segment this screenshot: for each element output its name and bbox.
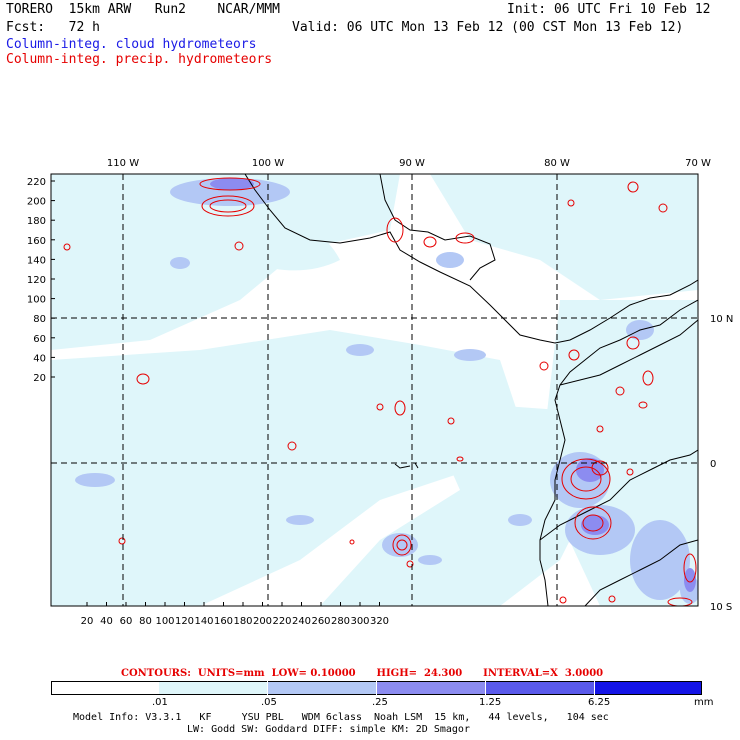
field-precip-label: Column-integ. precip. hydrometeors: [6, 52, 273, 67]
field-cloud-label: Column-integ. cloud hydrometeors: [6, 37, 257, 52]
init-time: Init: 06 UTC Fri 10 Feb 12: [507, 2, 711, 17]
forecast-hour: Fcst: 72 h: [6, 20, 100, 35]
x-tick-label: 320: [370, 616, 389, 627]
x-tick-label: 180: [233, 616, 252, 627]
x-tick-label: 220: [272, 616, 291, 627]
y-tick-label: 180: [27, 216, 46, 227]
map-area: [51, 174, 698, 606]
y-tick-label: 80: [33, 314, 46, 325]
y-tick-label: 220: [27, 177, 46, 188]
right-latitude-labels: 10 N 0 10 S: [710, 314, 733, 613]
colorbar-segment: [377, 681, 485, 695]
longitude-label: 70 W: [685, 158, 711, 169]
colorbar-segment: [486, 681, 594, 695]
colorbar-level: .01: [152, 697, 168, 708]
latitude-label: 0: [710, 459, 716, 470]
x-tick-label: 200: [253, 616, 272, 627]
x-axis-ticks: 20 40 60 80 100 120 140 160 180 200 220 240 260 280 30…: [81, 602, 389, 627]
x-tick-label: 260: [311, 616, 330, 627]
x-tick-label: 300: [350, 616, 369, 627]
x-tick-label: 160: [214, 616, 233, 627]
x-tick-label: 20: [81, 616, 94, 627]
longitude-label: 90 W: [399, 158, 425, 169]
colorbar-segment: [159, 681, 267, 695]
cloud-dark-field: [210, 178, 696, 592]
y-tick-label: 100: [27, 295, 46, 306]
y-tick-label: 200: [27, 197, 46, 208]
colorbar-unit: mm: [694, 697, 714, 708]
x-tick-label: 120: [175, 616, 194, 627]
longitude-label: 100 W: [252, 158, 284, 169]
model-info: Model Info: V3.3.1 KF YSU PBL WDM 6class…: [73, 712, 609, 723]
x-tick-label: 240: [292, 616, 311, 627]
y-tick-label: 160: [27, 236, 46, 247]
lat-lon-grid: [51, 174, 698, 606]
map-frame: [50, 173, 699, 607]
y-tick-label: 40: [33, 353, 46, 364]
colorbar-segment: [595, 681, 702, 695]
model-title: TORERO 15km ARW Run2 NCAR/MMM: [6, 2, 280, 17]
colorbar-level: 6.25: [588, 697, 611, 708]
colorbar-level: 1.25: [479, 697, 502, 708]
longitude-label: 110 W: [107, 158, 139, 169]
x-tick-label: 60: [120, 616, 133, 627]
y-tick-label: 60: [33, 334, 46, 345]
longitude-label: 80 W: [544, 158, 570, 169]
colorbar: [51, 681, 702, 695]
colorbar-level: .05: [261, 697, 277, 708]
colorbar-segment: [51, 681, 159, 695]
y-axis-ticks: 220 200 180 160 140 120 100 80 60 40 20: [27, 177, 55, 384]
x-tick-label: 40: [100, 616, 113, 627]
x-tick-label: 280: [331, 616, 350, 627]
x-tick-label: 140: [194, 616, 213, 627]
y-tick-label: 20: [33, 373, 46, 384]
latitude-label: 10 N: [710, 314, 733, 325]
colorbar-level: .25: [372, 697, 388, 708]
colorbar-segment: [268, 681, 376, 695]
x-tick-label: 80: [139, 616, 152, 627]
contour-info: CONTOURS: UNITS=mm LOW= 0.10000 HIGH= 24…: [121, 668, 604, 679]
coastlines: [244, 174, 698, 606]
y-tick-label: 120: [27, 275, 46, 286]
y-tick-label: 140: [27, 255, 46, 266]
latitude-label: 10 S: [710, 602, 732, 613]
top-longitude-labels: 110 W 100 W 90 W 80 W 70 W: [107, 158, 711, 169]
valid-time: Valid: 06 UTC Mon 13 Feb 12 (00 CST Mon …: [292, 20, 684, 35]
precip-contours: [63, 177, 697, 606]
model-physics: LW: Godd SW: Goddard DIFF: simple KM: 2D…: [187, 724, 470, 735]
x-tick-label: 100: [155, 616, 174, 627]
